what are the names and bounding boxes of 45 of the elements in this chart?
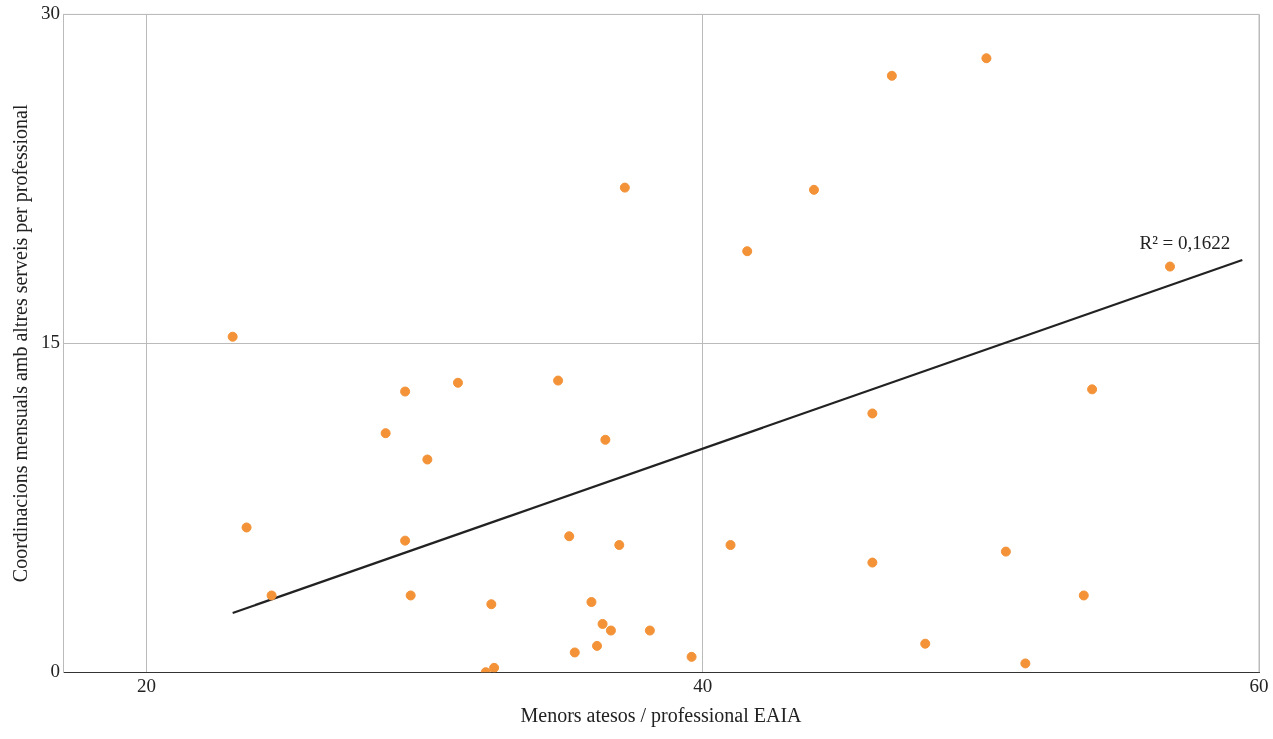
point: [867, 408, 878, 419]
point: [981, 53, 992, 64]
point: [605, 625, 616, 636]
point: [586, 597, 597, 608]
point: [1087, 384, 1098, 395]
point: [227, 331, 238, 342]
point: [452, 377, 463, 388]
point: [614, 540, 625, 551]
point: [489, 662, 500, 673]
point: [241, 522, 252, 533]
point: [422, 454, 433, 465]
x-tick-label: 40: [693, 674, 713, 696]
point: [592, 640, 603, 651]
point: [886, 70, 897, 81]
annotation: R² = 0,1622: [1139, 231, 1231, 253]
point: [380, 428, 391, 439]
point: [686, 651, 697, 662]
point: [742, 246, 753, 257]
point: [725, 540, 736, 551]
y-tick-label: 15: [41, 331, 60, 353]
x-axis-title: Menors atesos / professional EAIA: [520, 704, 803, 728]
point: [920, 638, 931, 649]
point: [600, 434, 611, 445]
y-axis-title: Coordinacions mensuals amb altres serveis per professional: [9, 104, 33, 583]
point: [1000, 546, 1011, 557]
point: [405, 590, 416, 601]
y-tick-label: 0: [50, 660, 60, 682]
point: [1164, 261, 1175, 272]
x-tick-label: 20: [136, 674, 156, 696]
point: [553, 375, 564, 386]
point: [569, 647, 580, 658]
point: [1078, 590, 1089, 601]
point: [867, 557, 878, 568]
point: [808, 184, 819, 195]
y-tick-label: 30: [41, 2, 60, 24]
point: [1020, 658, 1031, 669]
x-tick-label: 60: [1249, 674, 1269, 696]
point: [486, 599, 497, 610]
point: [644, 625, 655, 636]
point: [400, 386, 411, 397]
point: [400, 535, 411, 546]
point: [266, 590, 277, 601]
point: [564, 531, 575, 542]
point: [619, 182, 630, 193]
point: [597, 618, 608, 629]
